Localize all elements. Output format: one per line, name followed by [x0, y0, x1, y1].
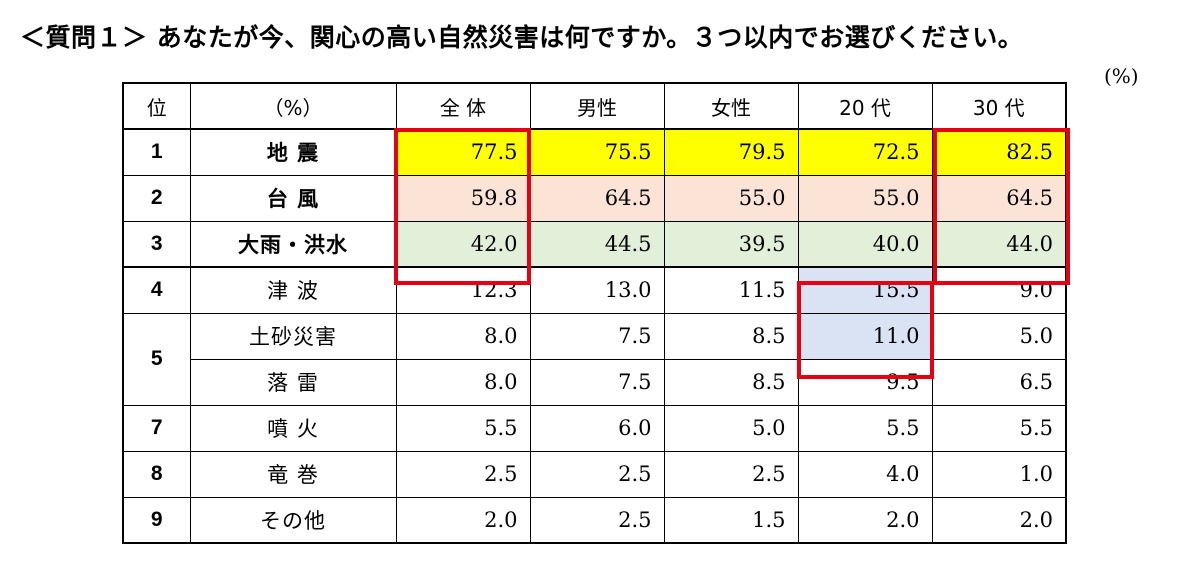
- results-table: 位 （%） 全 体 男性 女性 20 代 30 代 1 地 震 77.5 75.…: [122, 82, 1067, 544]
- table-row: 2 台 風 59.8 64.5 55.0 55.0 64.5: [122, 174, 1067, 222]
- value-cell: 7.5: [529, 358, 665, 406]
- value-cell: 40.0: [797, 220, 933, 268]
- value-cell: 75.5: [529, 128, 665, 176]
- header-rank: 位: [122, 82, 191, 130]
- table-row: 8 竜 巻 2.5 2.5 2.5 4.0 1.0: [122, 450, 1067, 498]
- value-cell: 6.0: [529, 404, 665, 452]
- value-cell: 64.5: [931, 174, 1067, 222]
- value-cell: 77.5: [395, 128, 531, 176]
- rank-cell: 8: [122, 450, 191, 498]
- header-20s: 20 代: [797, 82, 933, 130]
- value-cell: 5.0: [663, 404, 799, 452]
- rank-cell: 1: [122, 128, 191, 176]
- value-cell: 79.5: [663, 128, 799, 176]
- value-cell: 6.5: [931, 358, 1067, 406]
- value-cell: 2.0: [395, 496, 531, 544]
- value-cell: 39.5: [663, 220, 799, 268]
- value-cell: 59.8: [395, 174, 531, 222]
- header-30s: 30 代: [931, 82, 1067, 130]
- value-cell: 4.0: [797, 450, 933, 498]
- table-row: 7 噴 火 5.5 6.0 5.0 5.5 5.5: [122, 404, 1067, 452]
- value-cell: 2.5: [395, 450, 531, 498]
- value-cell-highlighted: 15.5: [797, 266, 933, 314]
- value-cell: 8.5: [663, 358, 799, 406]
- value-cell: 5.0: [931, 312, 1067, 360]
- value-cell: 42.0: [395, 220, 531, 268]
- disaster-name-cell: 落 雷: [189, 358, 397, 406]
- value-cell: 44.0: [931, 220, 1067, 268]
- value-cell: 2.5: [529, 496, 665, 544]
- value-cell: 2.0: [797, 496, 933, 544]
- header-item: （%）: [189, 82, 397, 130]
- value-cell: 55.0: [663, 174, 799, 222]
- disaster-name-cell: 台 風: [189, 174, 397, 222]
- value-cell: 8.0: [395, 312, 531, 360]
- disaster-name-cell: 地 震: [189, 128, 397, 176]
- header-male: 男性: [529, 82, 665, 130]
- value-cell: 55.0: [797, 174, 933, 222]
- value-cell: 82.5: [931, 128, 1067, 176]
- value-cell: 8.5: [663, 312, 799, 360]
- results-table-wrapper: 位 （%） 全 体 男性 女性 20 代 30 代 1 地 震 77.5 75.…: [122, 82, 1067, 544]
- value-cell: 12.3: [395, 266, 531, 314]
- question-title: ＜質問１＞ あなたが今、関心の高い自然災害は何ですか。３つ以内でお選びください。: [20, 23, 1024, 52]
- unit-label: (%): [1104, 64, 1139, 88]
- table-header-row: 位 （%） 全 体 男性 女性 20 代 30 代: [122, 82, 1067, 130]
- value-cell: 2.5: [529, 450, 665, 498]
- value-cell: 1.0: [931, 450, 1067, 498]
- disaster-name-cell: 噴 火: [189, 404, 397, 452]
- disaster-name-cell: 竜 巻: [189, 450, 397, 498]
- value-cell: 13.0: [529, 266, 665, 314]
- value-cell: 1.5: [663, 496, 799, 544]
- value-cell: 5.5: [797, 404, 933, 452]
- value-cell: 9.5: [797, 358, 933, 406]
- header-female: 女性: [663, 82, 799, 130]
- value-cell-highlighted: 11.0: [797, 312, 933, 360]
- table-row: 1 地 震 77.5 75.5 79.5 72.5 82.5: [122, 128, 1067, 176]
- value-cell: 44.5: [529, 220, 665, 268]
- value-cell: 11.5: [663, 266, 799, 314]
- rank-cell: 9: [122, 496, 191, 544]
- disaster-name-cell: 土砂災害: [189, 312, 397, 360]
- disaster-name-cell: 津 波: [189, 266, 397, 314]
- disaster-name-cell: 大雨・洪水: [189, 220, 397, 268]
- rank-cell: 3: [122, 220, 191, 268]
- value-cell: 72.5: [797, 128, 933, 176]
- value-cell: 5.5: [395, 404, 531, 452]
- table-row: 3 大雨・洪水 42.0 44.5 39.5 40.0 44.0: [122, 220, 1067, 268]
- value-cell: 2.5: [663, 450, 799, 498]
- rank-cell: 7: [122, 404, 191, 452]
- disaster-name-cell: その他: [189, 496, 397, 544]
- value-cell: 7.5: [529, 312, 665, 360]
- value-cell: 9.0: [931, 266, 1067, 314]
- rank-cell: 4: [122, 266, 191, 314]
- rank-cell: 5: [122, 312, 191, 406]
- value-cell: 5.5: [931, 404, 1067, 452]
- table-row: 9 その他 2.0 2.5 1.5 2.0 2.0: [122, 496, 1067, 544]
- table-row: 落 雷 8.0 7.5 8.5 9.5 6.5: [123, 358, 1067, 406]
- table-row: 5 土砂災害 8.0 7.5 8.5 11.0 5.0: [122, 312, 1067, 406]
- value-cell: 2.0: [931, 496, 1067, 544]
- value-cell: 64.5: [529, 174, 665, 222]
- rank-cell: 2: [122, 174, 191, 222]
- header-total: 全 体: [395, 82, 531, 130]
- value-cell: 8.0: [395, 358, 531, 406]
- table-row: 4 津 波 12.3 13.0 11.5 15.5 9.0: [122, 266, 1067, 314]
